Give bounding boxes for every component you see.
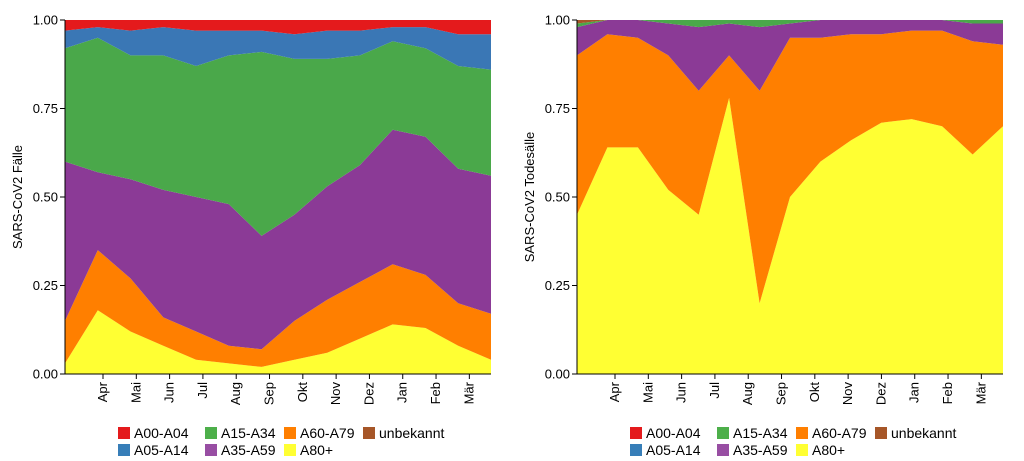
chart-panel-cases: 0.00 0.25 0.50 0.75 1.00 Apr Mai Jun Jul Aug Sep Ok… — [10, 13, 498, 461]
legend-label: A35-A59 — [221, 442, 276, 458]
x-tick-label: Okt — [295, 382, 310, 403]
legend-label: A05-A14 — [134, 442, 189, 458]
x-tick-label: Jun — [674, 382, 689, 403]
y-tick-label: 0.25 — [545, 278, 570, 293]
cases-chart: 0.00 0.25 0.50 0.75 1.00 Apr Mai Jun Jul Aug Sep Ok… — [10, 13, 491, 406]
x-tick-label: Dez — [873, 382, 888, 405]
legend-item: A05-A14 — [630, 442, 700, 458]
x-tick-label: Dez — [361, 382, 376, 405]
legend-label: A00-A04 — [134, 425, 189, 441]
area-a60-a79 — [65, 250, 491, 367]
legend-swatch — [717, 444, 729, 456]
x-tick-label: Feb — [940, 382, 955, 404]
legend-item: A05-A14 — [118, 442, 188, 458]
y-axis-label: SARS-CoV2 Todesälle — [522, 132, 537, 263]
area-a15-a34 — [65, 37, 491, 236]
y-tick-label: 0.00 — [545, 367, 570, 382]
x-tick-label: Aug — [740, 382, 755, 405]
legend-item: A80+ — [796, 442, 845, 458]
area-a05-a14 — [65, 27, 491, 70]
x-tick-label: Jun — [162, 382, 177, 403]
area-a15-a34 — [577, 20, 1003, 28]
y-tick-label: 0.50 — [33, 190, 58, 205]
legend-swatch — [796, 427, 808, 439]
legend-swatch — [875, 427, 887, 439]
y-tick-label: 0.75 — [545, 101, 570, 116]
x-tick-label: Jan — [907, 382, 922, 403]
x-tick-label: Feb — [428, 382, 443, 404]
legend-label: A80+ — [812, 442, 846, 458]
x-tick-label: Jan — [395, 382, 410, 403]
x-tick-label: Jul — [195, 382, 210, 399]
legend-swatch — [363, 427, 375, 439]
y-tick-label: 0.25 — [33, 278, 58, 293]
legend-swatch — [118, 444, 130, 456]
legend-item: A80+ — [284, 442, 333, 458]
x-tick-label: Aug — [228, 382, 243, 405]
legend-swatch — [717, 427, 729, 439]
x-tick-label: Apr — [95, 381, 110, 402]
area-a35-a59 — [577, 20, 1003, 91]
legend-label: A80+ — [300, 442, 334, 458]
legend-label: A15-A34 — [221, 425, 276, 441]
legend-swatch — [205, 427, 217, 439]
y-tick-label: 0.00 — [33, 367, 58, 382]
legend-swatch — [630, 427, 642, 439]
legend-swatch — [118, 427, 130, 439]
x-tick-label: Mär — [973, 381, 988, 404]
legend-label: unbekannt — [379, 425, 445, 441]
area-a80- — [577, 97, 1003, 375]
area-a35-a59 — [65, 129, 491, 350]
legend-cases: A00-A04 A15-A34 A60-A79 unbekannt A05-A14 A35… — [118, 425, 498, 461]
legend-label: A15-A34 — [733, 425, 788, 441]
legend-swatch — [284, 427, 296, 439]
area-a00-a04 — [65, 20, 491, 35]
x-tick-label: Mai — [640, 382, 655, 403]
legend-swatch — [284, 444, 296, 456]
y-axis-label: SARS-CoV2 Fälle — [10, 145, 25, 249]
legend-label: A60-A79 — [812, 425, 867, 441]
y-tick-label: 1.00 — [545, 13, 570, 28]
legend-item: A60-A79 — [796, 425, 866, 441]
legend-label: A35-A59 — [733, 442, 788, 458]
x-tick-label: Mai — [128, 382, 143, 403]
area-a60-a79 — [577, 30, 1003, 304]
legend-item: A60-A79 — [284, 425, 354, 441]
x-tick-label: Mär — [461, 381, 476, 404]
legend-deaths: A00-A04 A15-A34 A60-A79 unbekannt A05-A14 A35… — [630, 425, 1010, 461]
legend-item: A35-A59 — [717, 442, 787, 458]
legend-item: A00-A04 — [118, 425, 188, 441]
deaths-chart: 0.00 0.25 0.50 0.75 1.00 Apr Mai Jun Jul Aug Sep Ok… — [522, 13, 1003, 406]
x-tick-label: Apr — [607, 381, 622, 402]
y-tick-label: 1.00 — [33, 13, 58, 28]
legend-item: A15-A34 — [205, 425, 275, 441]
x-tick-label: Sep — [262, 382, 277, 405]
legend-swatch — [630, 444, 642, 456]
chart-panel-deaths: 0.00 0.25 0.50 0.75 1.00 Apr Mai Jun Jul Aug Sep Ok… — [512, 0, 1024, 461]
legend-label: A60-A79 — [300, 425, 355, 441]
legend-swatch — [205, 444, 217, 456]
x-tick-label: Okt — [807, 382, 822, 403]
legend-label: A05-A14 — [646, 442, 701, 458]
legend-label: unbekannt — [891, 425, 957, 441]
legend-item: A15-A34 — [717, 425, 787, 441]
y-tick-label: 0.50 — [545, 190, 570, 205]
legend-item: A35-A59 — [205, 442, 275, 458]
x-tick-label: Nov — [328, 382, 343, 406]
legend-label: A00-A04 — [646, 425, 701, 441]
legend-swatch — [796, 444, 808, 456]
area-a80- — [65, 310, 491, 374]
x-tick-label: Nov — [840, 382, 855, 406]
x-tick-label: Sep — [774, 382, 789, 405]
legend-item: unbekannt — [363, 425, 444, 441]
legend-item: unbekannt — [875, 425, 956, 441]
legend-item: A00-A04 — [630, 425, 700, 441]
x-tick-label: Jul — [707, 382, 722, 399]
y-tick-label: 0.75 — [33, 101, 58, 116]
